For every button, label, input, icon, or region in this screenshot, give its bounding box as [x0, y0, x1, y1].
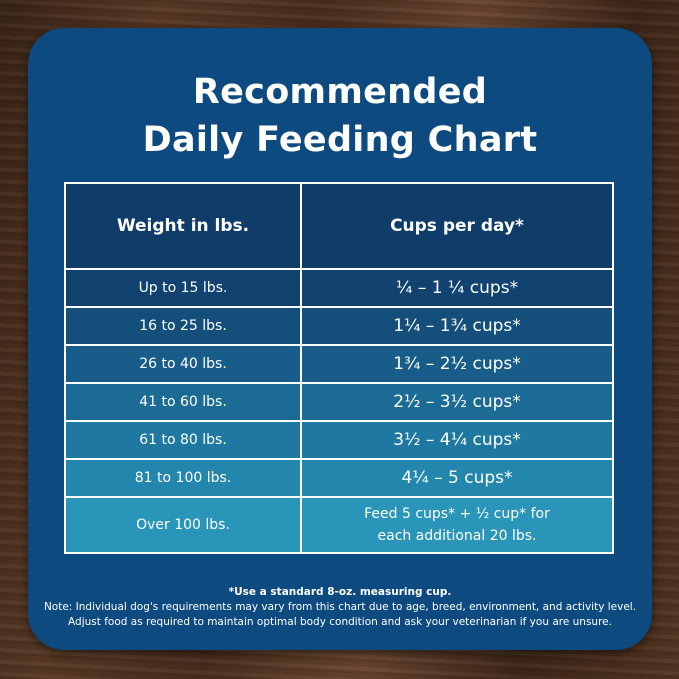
note-line-1: Note: Individual dog's requirements may …	[43, 601, 637, 613]
feeding-table: Weight in lbs. Cups per day* Up to 15 lb…	[64, 182, 614, 554]
weight-cell: 41 to 60 lbs.	[64, 382, 302, 422]
table-header-row: Weight in lbs. Cups per day*	[64, 182, 614, 270]
cups-cell: 1¼ – 1¾ cups*	[300, 306, 614, 346]
header-weight: Weight in lbs.	[64, 182, 302, 270]
cups-cell: Feed 5 cups* + ½ cup* for each additional…	[300, 496, 614, 554]
cups-cell: ¼ – 1 ¼ cups*	[300, 268, 614, 308]
cups-cell: 4¼ – 5 cups*	[300, 458, 614, 498]
weight-cell: 16 to 25 lbs.	[64, 306, 302, 346]
weight-cell: Over 100 lbs.	[64, 496, 302, 554]
cups-line-2: each additional 20 lbs.	[377, 528, 537, 544]
weight-cell: 61 to 80 lbs.	[64, 420, 302, 460]
footnote: *Use a standard 8-oz. measuring cup.	[228, 586, 452, 598]
table-row: 41 to 60 lbs. 2½ – 3½ cups*	[64, 382, 614, 422]
title-line-2: Daily Feeding Chart	[142, 120, 538, 160]
notes: *Use a standard 8-oz. measuring cup. Not…	[28, 585, 652, 630]
header-cups: Cups per day*	[300, 182, 614, 270]
chart-title: Recommended Daily Feeding Chart	[28, 68, 652, 164]
weight-cell: 81 to 100 lbs.	[64, 458, 302, 498]
weight-cell: 26 to 40 lbs.	[64, 344, 302, 384]
weight-cell: Up to 15 lbs.	[64, 268, 302, 308]
note-line-2: Adjust food as required to maintain opti…	[68, 616, 612, 628]
feeding-chart-card: Recommended Daily Feeding Chart Weight i…	[28, 28, 652, 650]
cups-line-1: Feed 5 cups* + ½ cup* for	[364, 506, 550, 522]
table-row: 16 to 25 lbs. 1¼ – 1¾ cups*	[64, 306, 614, 346]
table-row: Up to 15 lbs. ¼ – 1 ¼ cups*	[64, 268, 614, 308]
table-row: 81 to 100 lbs. 4¼ – 5 cups*	[64, 458, 614, 498]
title-line-1: Recommended	[192, 72, 488, 112]
table-row: Over 100 lbs. Feed 5 cups* + ½ cup* for ea…	[64, 496, 614, 554]
cups-cell: 3½ – 4¼ cups*	[300, 420, 614, 460]
cups-cell: 2½ – 3½ cups*	[300, 382, 614, 422]
cups-cell: 1¾ – 2½ cups*	[300, 344, 614, 384]
table-row: 61 to 80 lbs. 3½ – 4¼ cups*	[64, 420, 614, 460]
table-row: 26 to 40 lbs. 1¾ – 2½ cups*	[64, 344, 614, 384]
